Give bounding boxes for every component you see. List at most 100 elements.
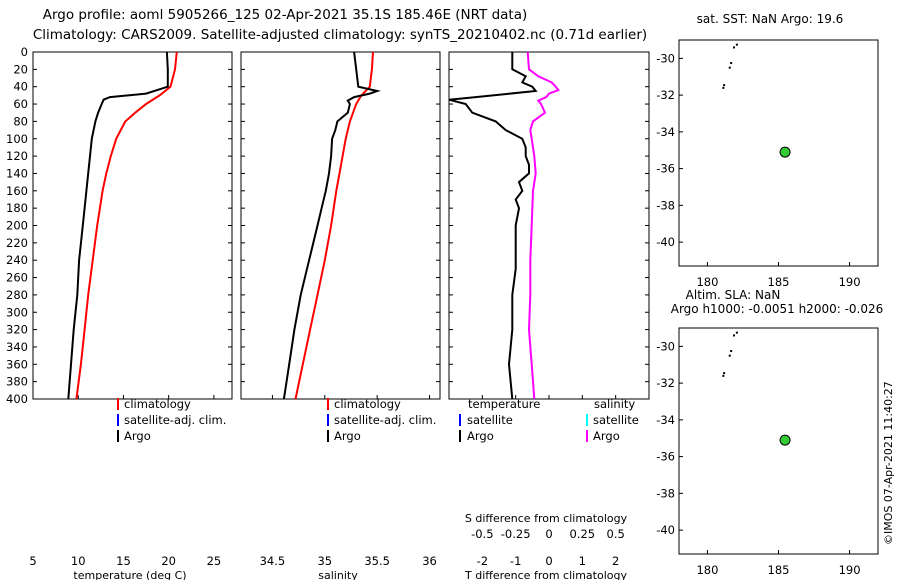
coastline-dot xyxy=(733,334,736,337)
sla-map-panel: -30 -32 -34 -36 -38 -40 180 185 190 xyxy=(656,331,861,577)
x-tick-label: 34.5 xyxy=(260,554,286,568)
y-tick-label: -32 xyxy=(656,88,675,102)
coastline-dot xyxy=(733,46,736,49)
series-climatology xyxy=(75,51,178,400)
legend-swatch-argo xyxy=(327,430,329,442)
coastline-dot xyxy=(722,86,725,89)
depth-tick-label: 280 xyxy=(6,288,28,302)
x-tick-label: 185 xyxy=(768,563,790,577)
y-tick-label: -30 xyxy=(656,339,675,353)
coastline-dot xyxy=(728,354,731,357)
salinity-axes xyxy=(240,51,441,400)
legend-satellite: satellite-adj. clim. xyxy=(124,413,226,427)
coastline-dot xyxy=(730,62,733,65)
y-tick-label: -34 xyxy=(656,413,675,427)
depth-tick-label: 260 xyxy=(6,271,28,285)
coastline-dot xyxy=(723,372,726,375)
depth-tick-label: 180 xyxy=(6,201,28,215)
s-difference-xlabel: S difference from climatology xyxy=(465,512,628,525)
title-line-1: Argo profile: aoml 5905266_125 02-Apr-20… xyxy=(43,7,528,23)
sst-map-axes xyxy=(678,39,879,267)
depth-tick-label: 140 xyxy=(6,166,28,180)
series-salinity-argo xyxy=(526,51,560,400)
x-tick-label: 180 xyxy=(696,563,718,577)
depth-tick-label: 0 xyxy=(21,45,28,59)
depth-tick-label: 340 xyxy=(6,340,28,354)
x-tick-label: -2 xyxy=(477,554,488,568)
y-tick-label: -36 xyxy=(656,162,675,176)
depth-tick-label: 120 xyxy=(6,149,28,163)
legend-swatch-satellite xyxy=(327,414,329,426)
legend-swatch-satellite xyxy=(117,414,119,426)
legend-s-argo: Argo xyxy=(593,429,620,443)
depth-tick-label: 60 xyxy=(13,97,28,111)
depth-tick-label: 400 xyxy=(6,392,28,406)
sla-map-subtitle: Argo h1000: -0.0051 h2000: -0.026 xyxy=(671,302,884,316)
depth-tick-label: 360 xyxy=(6,357,28,371)
legend-argo: Argo xyxy=(124,429,151,443)
legend-swatch-t-argo xyxy=(459,430,461,442)
legend-temperature-heading: temperature xyxy=(468,397,540,411)
x-tick-label: 25 xyxy=(207,554,222,568)
depth-tick-label: 380 xyxy=(6,375,28,389)
y-tick-label: -32 xyxy=(656,376,675,390)
x-tick-label: 36 xyxy=(422,554,437,568)
depth-tick-label: 80 xyxy=(13,114,28,128)
x-tick-label: 185 xyxy=(768,275,790,289)
difference-axes xyxy=(448,51,650,400)
temperature-panel: 5 10 15 20 25 xyxy=(29,51,222,568)
y-tick-label: -38 xyxy=(656,198,675,212)
y-tick-label: -40 xyxy=(656,235,675,249)
y-tick-label: -30 xyxy=(656,51,675,65)
y-tick-label: -40 xyxy=(656,523,675,537)
legend-swatch-s-argo xyxy=(586,430,588,442)
difference-legend: temperature satellite Argo salinity sate… xyxy=(459,397,639,443)
x-tick-label: 10 xyxy=(71,554,86,568)
x-tick-label: 190 xyxy=(839,563,861,577)
x-tick-label: 1 xyxy=(579,554,586,568)
legend-swatch-climatology xyxy=(327,398,329,410)
sst-map-panel: -30 -32 -34 -36 -38 -40 180 185 190 xyxy=(656,43,861,289)
x-tick-label: 20 xyxy=(161,554,176,568)
salinity-xlabel: salinity xyxy=(318,569,358,580)
y-tick-label: -36 xyxy=(656,450,675,464)
title-line-2: Climatology: CARS2009. Satellite-adjuste… xyxy=(33,27,647,43)
depth-tick-label: 240 xyxy=(6,253,28,267)
legend-salinity-heading: salinity xyxy=(594,397,635,411)
argo-position-marker xyxy=(779,146,791,158)
imos-footer: ©IMOS 07-Apr-2021 11:40:27 xyxy=(882,381,895,545)
x-tick-label: 15 xyxy=(116,554,131,568)
coastline-dot xyxy=(735,43,738,46)
depth-tick-label: 40 xyxy=(13,80,28,94)
legend-t-satellite: satellite xyxy=(467,413,513,427)
legend-swatch-s-satellite xyxy=(586,414,588,426)
x2-tick-label: -0.5 xyxy=(471,527,493,541)
sla-map-title: Altim. SLA: NaN xyxy=(686,288,781,302)
sst-map-title: sat. SST: NaN Argo: 19.6 xyxy=(697,12,844,26)
depth-tick-label: 320 xyxy=(6,323,28,337)
depth-tick-label: 220 xyxy=(6,236,28,250)
series-argo xyxy=(67,51,169,400)
coastline-dot xyxy=(722,374,725,377)
series-temperature-argo xyxy=(448,52,538,400)
legend-swatch-climatology xyxy=(117,398,119,410)
argo-position-marker xyxy=(779,434,791,446)
temperature-xlabel: temperature (deg C) xyxy=(73,569,186,580)
series-climatology xyxy=(294,51,374,400)
series-argo xyxy=(282,51,381,400)
x-tick-label: 35 xyxy=(317,554,332,568)
salinity-legend: climatology satellite-adj. clim. Argo xyxy=(327,397,436,443)
difference-panel: -2 -1 0 1 2 -0.5 -0.25 0 0.25 0.5 xyxy=(448,51,625,568)
depth-tick-label: 200 xyxy=(6,219,28,233)
temperature-axes xyxy=(32,51,233,400)
legend-swatch-argo xyxy=(117,430,119,442)
x-tick-label: 5 xyxy=(29,554,36,568)
x-tick-label: 2 xyxy=(612,554,619,568)
x-tick-label: 190 xyxy=(839,275,861,289)
legend-t-argo: Argo xyxy=(467,429,494,443)
legend-climatology: climatology xyxy=(124,397,191,411)
legend-argo: Argo xyxy=(334,429,361,443)
y-tick-label: -34 xyxy=(656,125,675,139)
depth-tick-label: 20 xyxy=(13,62,28,76)
